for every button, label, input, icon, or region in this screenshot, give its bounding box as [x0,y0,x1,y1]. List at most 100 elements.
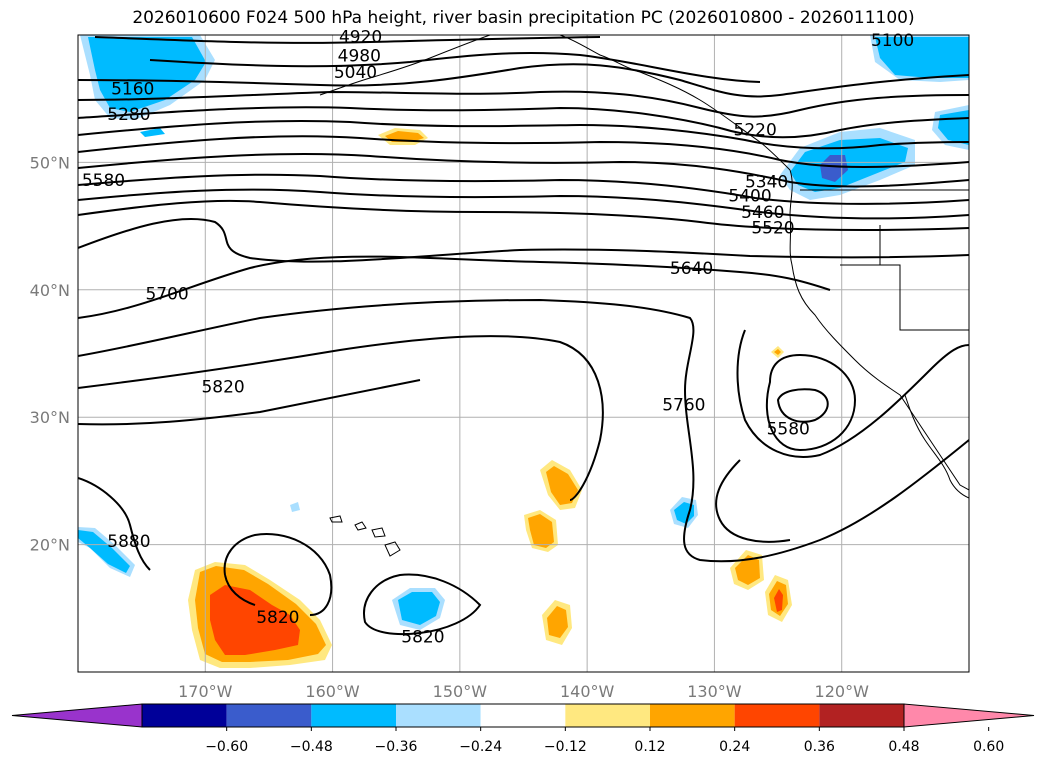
colorbar-tick-label: 0.48 [888,739,919,755]
height-contour [149,51,761,83]
colorbar-extend-high [903,703,1035,728]
longitude-tick-label: 130°W [687,682,742,701]
height-contour [78,90,969,118]
contour-label: 5460 [741,203,784,223]
contour-label: 4980 [338,46,381,66]
alaska-peninsula-coastline [319,35,491,96]
height-contour [78,173,969,205]
contour-label: 5220 [734,120,777,140]
colorbar-tick-label: −0.24 [459,739,502,755]
contour-label: 5040 [334,63,377,83]
contour-label: 5580 [82,171,125,191]
contour-label: 5400 [728,187,771,207]
precip-negative-area [820,155,848,182]
contour-label: 5820 [401,627,444,647]
precip-negative-area [140,128,165,137]
latitude-labels: 20°N 30°N 40°N 50°N [30,153,70,554]
height-contour [78,135,969,168]
precip-positive-area [210,585,300,655]
height-contour [736,329,969,458]
colorbar-outline [141,703,905,728]
height-contours [78,36,969,636]
precip-negative-area [290,502,300,512]
latitude-tick-label: 50°N [30,153,70,172]
longitude-tick-label: 120°W [815,682,870,701]
contour-label: 5700 [145,285,188,305]
north-america-coastline [789,169,969,491]
precip-negative-area [790,138,908,192]
height-contour [78,152,969,188]
longitude-tick-label: 160°W [305,682,360,701]
map-plot-area [78,35,969,672]
colorbar-tick-label: 0.12 [634,739,665,755]
height-contour [78,298,969,563]
precip-negative-area [674,502,694,524]
height-contour [223,533,333,616]
colorbar-tick-label: 0.36 [804,739,835,755]
colorbar-tick-label: −0.48 [290,739,333,755]
map-frame [77,34,970,673]
colorbar-box [226,704,312,727]
contour-label: 5820 [201,378,244,398]
height-contour [78,106,969,139]
height-contour [776,388,829,423]
contour-label: 5100 [871,31,914,51]
height-contour [78,217,969,263]
precip-negative-area [398,592,440,625]
height-contour [78,477,151,571]
colorbar-box [311,704,396,727]
height-contour [78,379,421,426]
precip-positive-area [547,606,568,638]
contour-label: 5340 [745,173,788,193]
height-contour [78,188,969,220]
colorbar-box [480,704,566,727]
colorbar-tick-label: −0.36 [375,739,418,755]
contour-label: 5520 [751,218,794,238]
longitude-tick-label: 170°W [178,682,233,701]
precip-negative-area [78,530,130,573]
colorbar-tick-label: 0.24 [719,739,750,755]
colorbar: −0.60 −0.48 −0.36 −0.24 −0.12 0.12 0.24 0.36 0.4… [11,703,1035,755]
precip-negative-area [88,37,206,112]
colorbar-box [734,704,820,727]
state-border [840,264,969,331]
contour-label: 5160 [111,80,154,100]
precip-positive-area [774,349,781,355]
height-contour [78,335,604,501]
precip-negative-area [875,37,969,78]
height-contour [715,459,791,543]
colorbar-extend-low [11,703,143,728]
precip-positive-area [546,466,578,505]
height-contour [224,574,256,606]
contour-label: 5640 [670,259,713,279]
colorbar-box [396,704,481,727]
longitude-tick-label: 140°W [560,682,615,701]
height-contour [765,353,857,452]
contour-label: 5580 [767,420,810,440]
latitude-tick-label: 20°N [30,536,70,555]
longitude-labels: 170°W 160°W 150°W 140°W 130°W 120°W [178,682,869,701]
height-contour [363,573,482,636]
contour-label: 5820 [256,608,299,628]
colorbar-box [650,704,735,727]
contour-label: 4920 [339,27,382,47]
precip-positive-area [528,514,554,548]
height-contour [94,36,601,44]
map-title: 2026010600 F024 500 hPa height, river ba… [132,8,915,28]
longitude-tick-label: 150°W [433,682,488,701]
height-contour [78,119,969,150]
baja-peninsula-coastline [904,394,969,499]
colorbar-tick-label: 0.60 [973,739,1004,755]
precip-positive-area [774,589,783,612]
latitude-tick-label: 40°N [30,281,70,300]
colorbar-tick-label: −0.12 [544,739,587,755]
colorbar-box [142,704,227,727]
coastlines [319,35,969,557]
latitude-tick-label: 30°N [30,408,70,427]
alaska-coastline [559,35,791,171]
hawaii-islands [329,515,401,557]
height-contour [78,199,969,231]
precip-positive-area [735,555,760,585]
